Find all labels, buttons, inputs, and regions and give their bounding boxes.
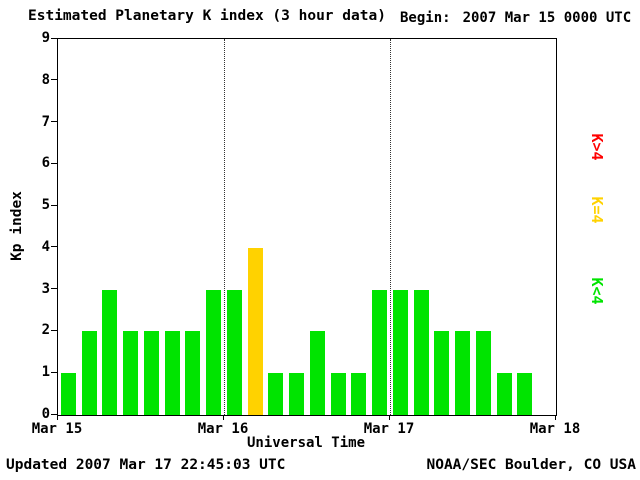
kp-bar: [455, 331, 471, 415]
kp-bar: [102, 289, 118, 415]
kp-bar: [434, 331, 450, 415]
y-tick-mark: [51, 413, 57, 415]
kp-bar: [226, 289, 242, 415]
y-tick-mark: [51, 288, 57, 290]
kp-bar: [164, 331, 180, 415]
y-tick-mark: [51, 329, 57, 331]
chart-title: Estimated Planetary K index (3 hour data…: [28, 8, 386, 24]
legend-item-k-eq-4: K=4: [588, 196, 606, 224]
y-axis-title: Kp index: [9, 191, 25, 261]
kp-bar: [60, 373, 76, 415]
x-tick-label: Mar 15: [31, 421, 83, 437]
source-credit: NOAA/SEC Boulder, CO USA: [426, 457, 636, 473]
x-tick-mark: [222, 415, 224, 420]
y-tick-label: 4: [41, 238, 50, 255]
y-tick-label: 5: [41, 197, 50, 214]
kp-bar: [289, 373, 305, 415]
x-axis-title: Universal Time: [246, 435, 366, 451]
y-tick-label: 6: [41, 155, 50, 172]
kp-bar: [81, 331, 97, 415]
kp-bar: [330, 373, 346, 415]
kp-bar: [517, 373, 533, 415]
y-tick-label: 3: [41, 280, 50, 297]
y-tick-mark: [51, 246, 57, 248]
y-tick-label: 0: [41, 406, 50, 422]
y-tick-mark: [51, 37, 57, 39]
kp-bar: [475, 331, 491, 415]
plot-area: [57, 38, 557, 416]
kp-bar: [309, 331, 325, 415]
begin-value: 2007 Mar 15 0000 UTC: [462, 10, 632, 26]
y-tick-mark: [51, 162, 57, 164]
kp-bar: [143, 331, 159, 415]
y-tick-mark: [51, 371, 57, 373]
y-tick-mark: [51, 79, 57, 81]
kp-bar: [372, 289, 388, 415]
day-separator-line: [224, 39, 225, 415]
kp-bar: [413, 289, 429, 415]
kp-bar: [268, 373, 284, 415]
x-tick-label: Mar 17: [363, 421, 415, 437]
y-tick-label: 9: [41, 30, 50, 46]
kp-bar: [392, 289, 408, 415]
y-tick-mark: [51, 121, 57, 123]
y-tick-label: 1: [41, 364, 50, 381]
kp-bar: [247, 247, 263, 415]
kp-bar: [206, 289, 222, 415]
y-tick-label: 2: [41, 322, 50, 339]
begin-timestamp: Begin: 2007 Mar 15 0000 UTC: [400, 10, 631, 26]
updated-timestamp: Updated 2007 Mar 17 22:45:03 UTC: [6, 457, 286, 473]
legend-item-k-lt-4: K<4: [588, 277, 606, 305]
x-tick-mark: [554, 415, 556, 420]
y-tick-mark: [51, 204, 57, 206]
kp-bar: [351, 373, 367, 415]
kp-bar: [496, 373, 512, 415]
x-tick-mark: [56, 415, 58, 420]
day-separator-line: [390, 39, 391, 415]
x-tick-mark: [388, 415, 390, 420]
kp-bar: [185, 331, 201, 415]
y-tick-label: 8: [41, 71, 50, 88]
x-tick-label: Mar 16: [197, 421, 249, 437]
x-tick-label: Mar 18: [529, 421, 581, 437]
y-tick-label: 7: [41, 113, 50, 130]
kp-bar: [123, 331, 139, 415]
legend-item-k-gt-4: K>4: [588, 133, 606, 161]
begin-label: Begin:: [400, 10, 451, 26]
